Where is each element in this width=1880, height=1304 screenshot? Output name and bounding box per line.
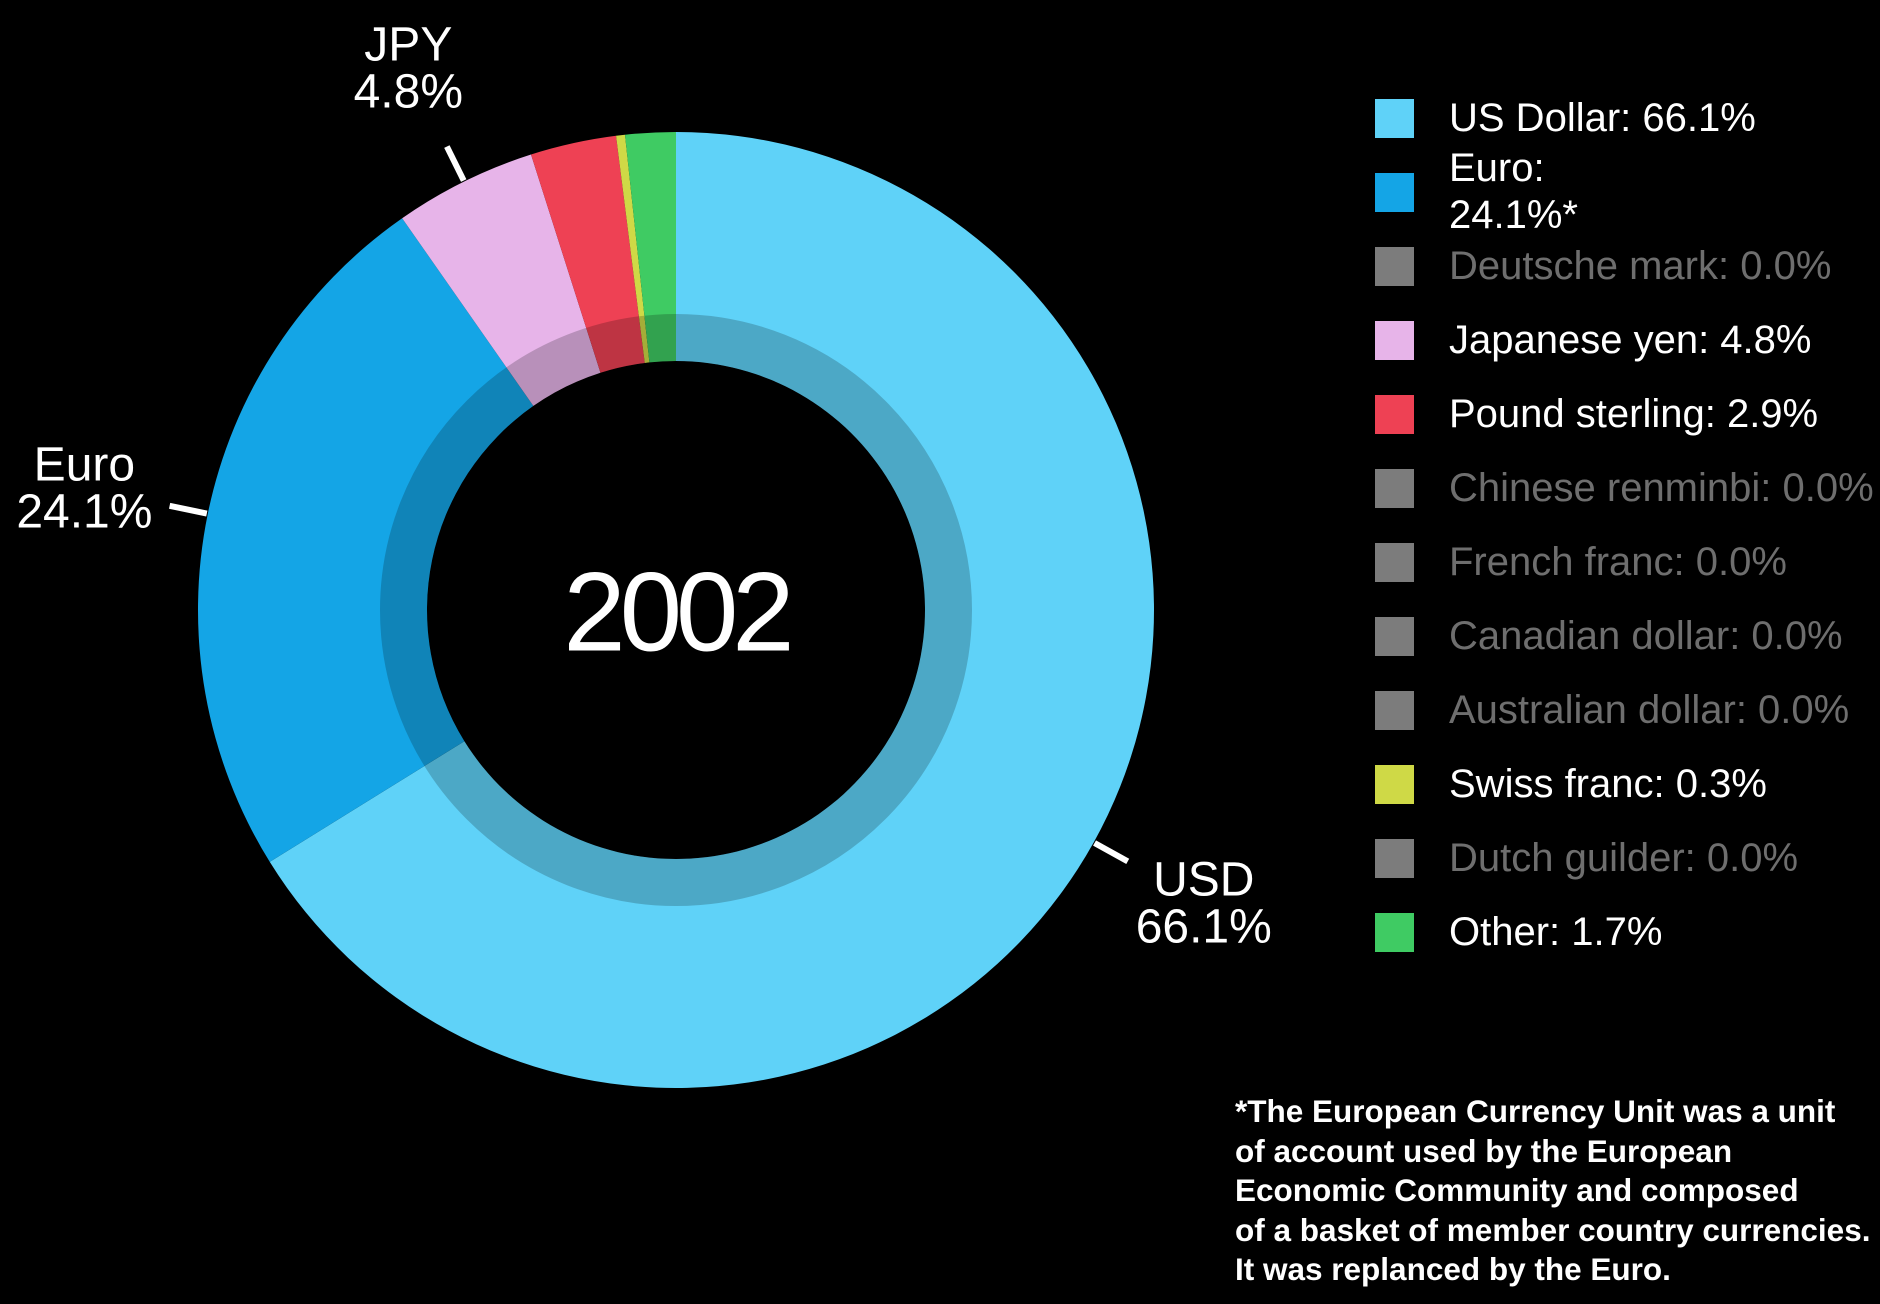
legend-item-japanese-yen: Japanese yen: 4.8% xyxy=(1375,303,1874,377)
donut-slices xyxy=(197,132,1154,1088)
leader-line-japanese-yen xyxy=(444,145,467,182)
legend-item-dutch-guilder: Dutch guilder: 0.0% xyxy=(1375,821,1874,895)
leader-line-euro xyxy=(168,502,208,517)
legend-item-swiss-franc: Swiss franc: 0.3% xyxy=(1375,747,1874,821)
legend-label-us-dollar: US Dollar: 66.1% xyxy=(1449,95,1756,140)
legend-label-pound-sterling: Pound sterling: 2.9% xyxy=(1449,391,1819,436)
leader-line-us-dollar xyxy=(1093,840,1130,865)
legend-swatch-other xyxy=(1375,912,1414,952)
legend-label-australian-dollar: Australian dollar: 0.0% xyxy=(1449,687,1850,732)
legend-swatch-canadian-dollar xyxy=(1375,616,1414,656)
legend-item-other: Other: 1.7% xyxy=(1375,895,1874,969)
slice-pound-sterling xyxy=(531,135,645,373)
legend-item-australian-dollar: Australian dollar: 0.0% xyxy=(1375,673,1874,747)
legend-label-euro: Euro: 24.1%* xyxy=(1449,146,1578,237)
legend-swatch-us-dollar xyxy=(1375,98,1414,138)
legend-item-chinese-renminbi: Chinese renminbi: 0.0% xyxy=(1375,451,1874,525)
legend-label-french-franc: French franc: 0.0% xyxy=(1449,539,1787,584)
legend-label-other: Other: 1.7% xyxy=(1449,909,1663,954)
legend-swatch-japanese-yen xyxy=(1375,320,1414,360)
legend-label-swiss-franc: Swiss franc: 0.3% xyxy=(1449,761,1767,806)
legend-swatch-swiss-franc xyxy=(1375,764,1414,804)
legend-label-japanese-yen: Japanese yen: 4.8% xyxy=(1449,317,1812,362)
slice-euro xyxy=(197,218,534,862)
legend-swatch-chinese-renminbi xyxy=(1375,468,1414,508)
callout-us-dollar-line2: 66.1% xyxy=(1136,901,1272,954)
footnote-text: *The European Currency Unit was a unit o… xyxy=(1235,1093,1871,1287)
legend-label-deutsche-mark: Deutsche mark: 0.0% xyxy=(1449,243,1832,288)
slice-us-dollar xyxy=(269,132,1154,1088)
slice-other xyxy=(624,132,676,363)
legend-swatch-french-franc xyxy=(1375,542,1414,582)
callout-euro-line2: 24.1% xyxy=(16,485,152,538)
legend-item-canadian-dollar: Canadian dollar: 0.0% xyxy=(1375,599,1874,673)
legend-item-euro: Euro: 24.1%* xyxy=(1375,146,1874,237)
legend: US Dollar: 66.1% Euro: 24.1%* Deutsche mar… xyxy=(1375,81,1874,969)
callout-japanese-yen-line2: 4.8% xyxy=(354,66,463,119)
legend-label-canadian-dollar: Canadian dollar: 0.0% xyxy=(1449,613,1843,658)
legend-label-dutch-guilder: Dutch guilder: 0.0% xyxy=(1449,835,1799,880)
legend-item-us-dollar: US Dollar: 66.1% xyxy=(1375,81,1874,155)
legend-swatch-dutch-guilder xyxy=(1375,838,1414,878)
legend-item-french-franc: French franc: 0.0% xyxy=(1375,525,1874,599)
legend-swatch-australian-dollar xyxy=(1375,690,1414,730)
legend-label-chinese-renminbi: Chinese renminbi: 0.0% xyxy=(1449,465,1874,510)
callout-us-dollar-line1: USD xyxy=(1153,854,1254,907)
inner-shadow-ring xyxy=(380,314,972,906)
legend-swatch-pound-sterling xyxy=(1375,394,1414,434)
callout-japanese-yen-line1: JPY xyxy=(364,19,452,72)
legend-swatch-euro xyxy=(1375,172,1414,212)
callout-euro-line1: Euro xyxy=(34,438,135,491)
legend-swatch-deutsche-mark xyxy=(1375,246,1414,286)
slice-japanese-yen xyxy=(402,154,601,406)
slice-swiss-franc xyxy=(616,134,650,363)
center-year-label: 2002 xyxy=(563,550,789,675)
legend-item-deutsche-mark: Deutsche mark: 0.0% xyxy=(1375,229,1874,303)
legend-item-pound-sterling: Pound sterling: 2.9% xyxy=(1375,377,1874,451)
